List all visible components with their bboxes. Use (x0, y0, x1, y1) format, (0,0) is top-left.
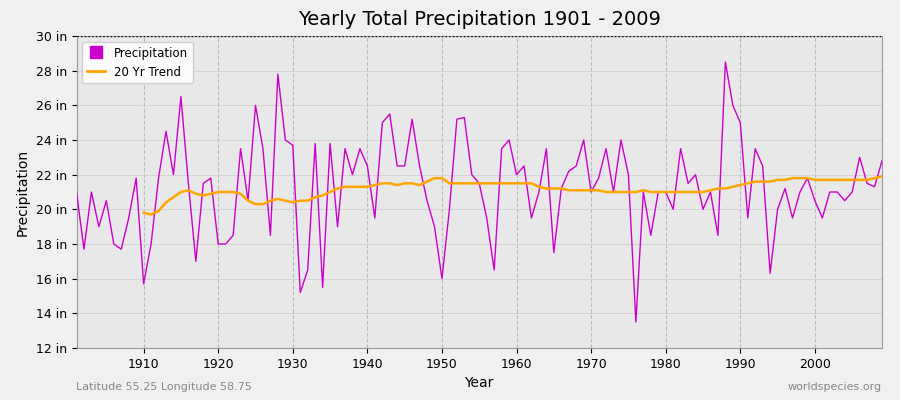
Title: Yearly Total Precipitation 1901 - 2009: Yearly Total Precipitation 1901 - 2009 (298, 10, 661, 29)
Text: worldspecies.org: worldspecies.org (788, 382, 882, 392)
X-axis label: Year: Year (464, 376, 494, 390)
Legend: Precipitation, 20 Yr Trend: Precipitation, 20 Yr Trend (83, 42, 194, 83)
Y-axis label: Precipitation: Precipitation (16, 148, 30, 236)
Text: Latitude 55.25 Longitude 58.75: Latitude 55.25 Longitude 58.75 (76, 382, 252, 392)
